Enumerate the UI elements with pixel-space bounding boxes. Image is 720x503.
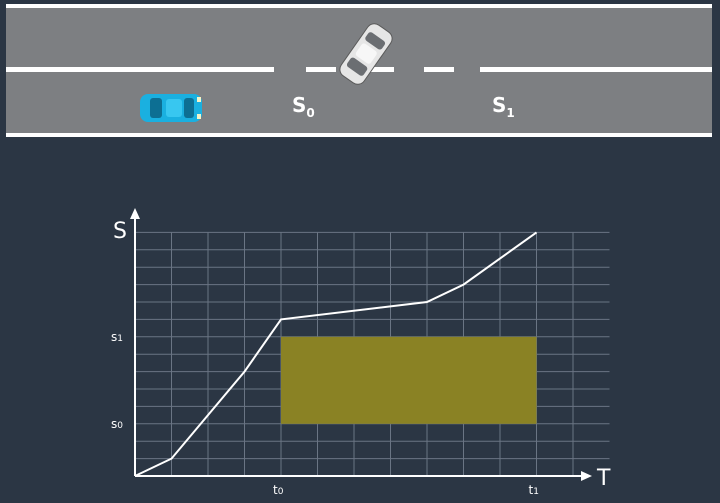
y-axis-title: S xyxy=(113,219,127,244)
tick-labels: t0 t1 s0 s1 xyxy=(111,330,539,497)
trajectory-line xyxy=(134,231,538,477)
x-axis-title: T xyxy=(596,466,611,491)
lane-dash xyxy=(480,67,712,72)
ego-car-headlight xyxy=(197,97,201,102)
other-car-rear-window xyxy=(346,57,368,76)
lane-dash xyxy=(424,67,454,72)
ego-car-headlight xyxy=(197,114,201,119)
road-label-s0: S0 xyxy=(292,93,315,120)
y-tick-label: s1 xyxy=(111,330,123,344)
road-edge-bottom xyxy=(6,133,712,137)
other-car-roof xyxy=(355,43,377,64)
lane-dash xyxy=(366,67,394,72)
y-tick-label: s0 xyxy=(111,417,123,431)
x-axis-arrow-icon xyxy=(581,471,592,481)
ego-car-roof xyxy=(166,99,182,117)
blocked-region xyxy=(281,336,537,424)
st-chart: S T t0 t1 s0 s1 xyxy=(111,208,611,497)
other-car-icon xyxy=(339,23,393,85)
y-axis-arrow-icon xyxy=(130,208,140,219)
road: S0 S1 xyxy=(6,4,712,137)
chart-axes xyxy=(130,208,592,481)
x-tick-label: t1 xyxy=(529,483,539,497)
other-car-windshield xyxy=(365,32,386,50)
road-edge-top xyxy=(6,4,712,8)
lane-dash xyxy=(306,67,336,72)
ego-car-icon xyxy=(140,94,202,122)
ego-car-windshield xyxy=(184,98,194,118)
road-label-s1: S1 xyxy=(492,93,515,120)
x-tick-label: t0 xyxy=(273,483,284,497)
lane-divider xyxy=(6,67,712,72)
ego-car-rear-window xyxy=(150,98,162,118)
lane-dash xyxy=(6,67,274,72)
